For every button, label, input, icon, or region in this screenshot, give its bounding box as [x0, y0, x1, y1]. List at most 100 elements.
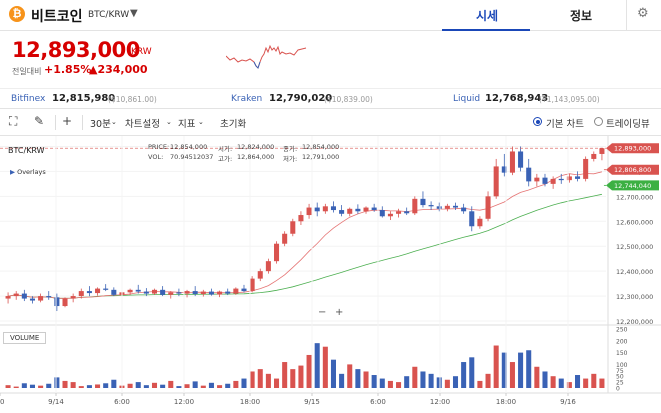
- volume-bar: [575, 375, 581, 388]
- change-amount: ▲234,000: [89, 63, 148, 76]
- volume-bar: [339, 373, 345, 388]
- chart-settings-menu[interactable]: 차트설정: [125, 119, 160, 130]
- indicators-menu[interactable]: 지표: [178, 119, 196, 130]
- zoom-out-icon[interactable]: −: [318, 307, 327, 318]
- candle-body: [241, 288, 247, 292]
- candle-body: [396, 211, 402, 214]
- exchange-name[interactable]: Bitfinex: [11, 94, 46, 104]
- candle-body: [371, 207, 377, 211]
- volume-tick-label: 250: [616, 327, 628, 334]
- mini-chart-line-down: [253, 61, 261, 69]
- volume-bar: [436, 377, 442, 388]
- reset-button[interactable]: 초기화: [220, 119, 247, 130]
- chart-area[interactable]: 12,200,000 12,300,000 12,400,000 12,500,000…: [0, 136, 661, 413]
- candle-body: [322, 206, 328, 212]
- divider: [82, 115, 83, 130]
- candlestick-chart[interactable]: 12,200,000 12,300,000 12,400,000 12,500,000…: [0, 136, 661, 413]
- volume-bar: [501, 352, 507, 388]
- volume-toggle-button[interactable]: VOLUME: [3, 332, 47, 344]
- radio-basic-chart[interactable]: [533, 117, 542, 126]
- interval-select[interactable]: 30분: [90, 119, 111, 130]
- volume-bar: [477, 380, 483, 388]
- volume-bar: [452, 376, 459, 388]
- chevron-down-icon[interactable]: ⌄: [198, 118, 204, 126]
- volume-bar: [225, 383, 231, 388]
- volume-bar: [46, 383, 52, 388]
- candle-body: [363, 207, 369, 212]
- vol-label: VOL:: [148, 153, 164, 161]
- candle-body: [70, 296, 76, 299]
- candle-body: [534, 177, 540, 182]
- volume-bar: [566, 382, 572, 388]
- gear-icon[interactable]: ⚙: [637, 6, 649, 21]
- candle-body: [160, 289, 166, 295]
- exchange-usd: (¥1,143,095.00): [539, 95, 600, 104]
- chart-toolbar: ⛶ ✎ + 30분 ⌄ 차트설정 ⌄ 지표 ⌄ 초기화 기본 차트 트레이딩뷰: [0, 110, 661, 136]
- open-label: 시가:: [218, 145, 233, 153]
- volume-tick-label: 100: [616, 362, 628, 369]
- y-tick-label: 12,300,000: [616, 293, 653, 301]
- price-tag-label: 12,806,800: [614, 166, 651, 174]
- volume-bar: [469, 357, 475, 388]
- volume-bar: [127, 383, 133, 388]
- volume-bar: [322, 346, 328, 388]
- candle-body: [257, 271, 263, 279]
- x-tick-label: 18:00: [240, 398, 260, 406]
- volume-bar: [200, 385, 206, 388]
- chevron-down-icon[interactable]: ⌄: [111, 118, 117, 126]
- coin-dropdown-icon[interactable]: ▼: [130, 8, 138, 19]
- exchange-price: 12,768,943: [485, 93, 549, 104]
- volume-bar: [274, 378, 280, 388]
- exchange-price: 12,815,980: [52, 93, 116, 104]
- x-tick-label: 18:00: [496, 398, 516, 406]
- price-label: PRICE:: [148, 143, 170, 151]
- exchange-price: 12,790,020: [269, 93, 333, 104]
- radio-basic-chart-label[interactable]: 기본 차트: [546, 119, 584, 130]
- candle-body: [38, 296, 44, 301]
- candle-body: [127, 289, 133, 293]
- price-tag-label: 12,893,000: [614, 145, 651, 153]
- volume-tick-label: 75: [616, 368, 624, 375]
- exchange-name[interactable]: Liquid: [453, 94, 481, 104]
- volume-bar: [330, 359, 336, 388]
- volume-bar: [257, 369, 263, 388]
- coin-name[interactable]: 비트코인: [31, 9, 83, 25]
- volume-bar: [558, 378, 564, 388]
- volume-bar: [29, 384, 35, 388]
- zoom-in-icon[interactable]: +: [335, 307, 344, 318]
- overlays-toggle[interactable]: ▶ Overlays: [10, 168, 46, 176]
- candle-body: [143, 291, 149, 294]
- candle-body: [526, 167, 532, 182]
- candle-body: [493, 166, 499, 197]
- high-label: 고가:: [218, 155, 233, 163]
- crosshair-icon[interactable]: +: [62, 114, 73, 128]
- exchange-name[interactable]: Kraken: [231, 94, 263, 104]
- tab-info[interactable]: 정보: [570, 9, 593, 23]
- volume-bar: [526, 350, 532, 388]
- chevron-down-icon[interactable]: ⌄: [166, 118, 172, 126]
- coin-pair[interactable]: BTC/KRW: [88, 10, 130, 20]
- volume-bar: [371, 375, 377, 388]
- candle-body: [330, 206, 336, 211]
- price-value: 12,854,000: [170, 143, 208, 151]
- volume-bar: [428, 373, 434, 388]
- radio-tradingview[interactable]: [594, 117, 603, 126]
- candle-body: [469, 211, 475, 227]
- tab-price[interactable]: 시세: [476, 9, 499, 23]
- pencil-icon[interactable]: ✎: [34, 114, 45, 128]
- radio-tradingview-label[interactable]: 트레이딩뷰: [606, 119, 650, 130]
- volume-tick-label: 150: [616, 350, 628, 357]
- candle-body: [575, 176, 581, 179]
- candle-body: [5, 296, 11, 299]
- candle-body: [452, 205, 459, 208]
- chart-background: [0, 136, 661, 413]
- candle-body: [599, 148, 605, 154]
- candle-body: [591, 153, 597, 159]
- top-header: ₿ 비트코인 BTC/KRW ▼ 시세 정보 ⚙: [0, 0, 661, 31]
- volume-bar: [493, 345, 499, 388]
- volume-bar: [233, 380, 239, 388]
- candle-body: [461, 207, 467, 212]
- fullscreen-icon[interactable]: ⛶: [9, 114, 18, 128]
- volume-bar: [265, 373, 271, 388]
- volume-bar: [599, 378, 605, 388]
